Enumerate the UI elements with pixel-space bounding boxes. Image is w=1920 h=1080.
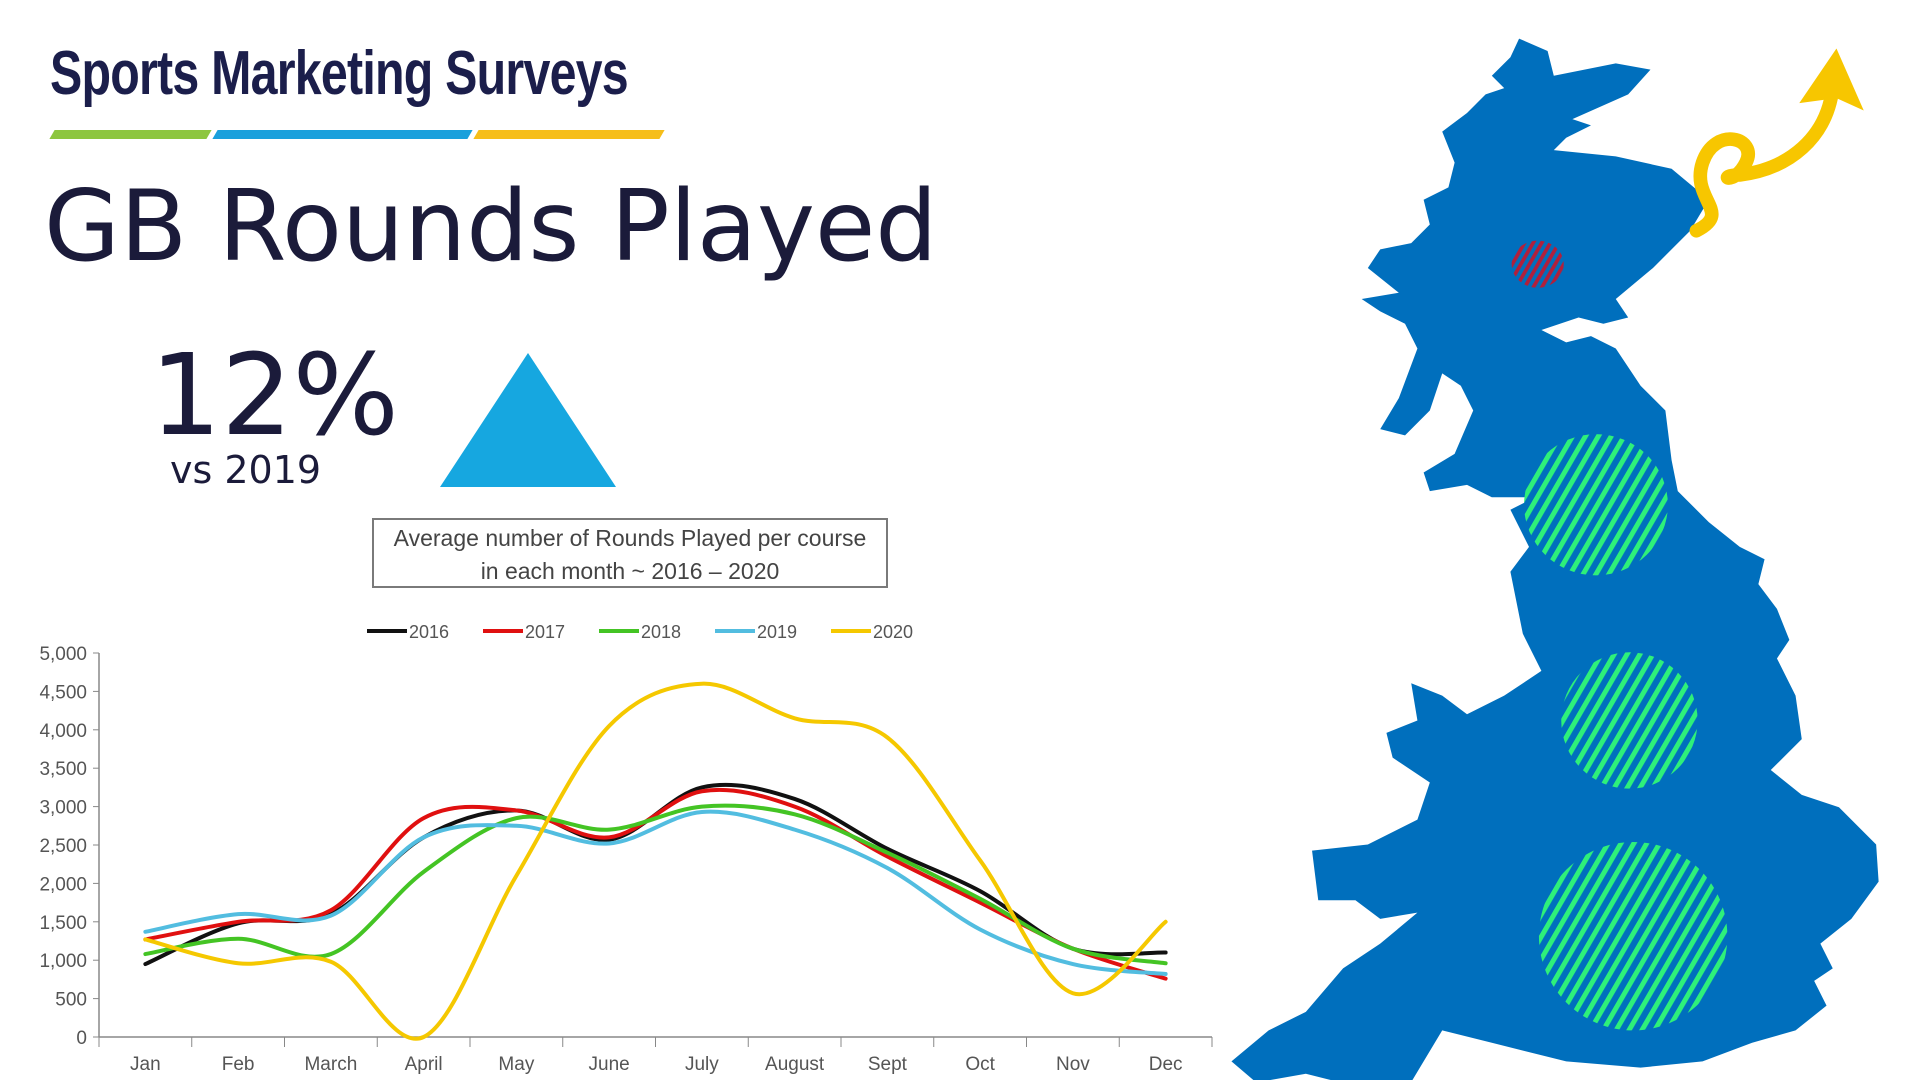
x-tick-label: Feb <box>222 1054 255 1075</box>
x-tick-label: March <box>304 1054 357 1075</box>
x-tick-label: June <box>589 1054 630 1075</box>
series-line-2017 <box>143 787 1168 981</box>
kpi-comparison: vs 2019 <box>170 448 322 492</box>
marker-scotland <box>1511 240 1564 288</box>
x-tick-label: Sept <box>868 1054 908 1075</box>
chart-legend: 2016 2017 2018 2019 2020 <box>367 622 913 642</box>
chart-axes: 0 500 1,000 1,500 2,000 2,500 3,000 3,500 4,000 4… <box>39 644 1213 1075</box>
hotspot-north <box>1524 434 1668 576</box>
gb-map <box>1231 38 1879 1080</box>
hotspot-midlands <box>1561 652 1698 789</box>
brand-stripe-blue <box>212 130 473 139</box>
x-tick-label: May <box>498 1054 534 1075</box>
x-tick-label: August <box>765 1054 825 1075</box>
x-tick-label: Dec <box>1149 1054 1183 1075</box>
y-tick-label: 4,000 <box>39 721 87 742</box>
growth-arrow-icon <box>1689 48 1864 238</box>
y-tick-label: 1,000 <box>39 951 87 972</box>
x-tick-label: April <box>405 1054 443 1075</box>
y-tick-label: 3,000 <box>39 798 87 819</box>
legend-label-2018: 2018 <box>641 622 681 642</box>
x-tick-label: Oct <box>965 1054 995 1075</box>
chart-title-line1: Average number of Rounds Played per cour… <box>393 525 867 551</box>
chart-title: Average number of Rounds Played per cour… <box>372 518 888 588</box>
y-tick-label: 0 <box>76 1028 87 1049</box>
y-tick-label: 500 <box>55 990 87 1011</box>
brand-stripe-yellow <box>473 130 665 139</box>
series-line-2019 <box>143 809 1168 977</box>
x-tick-label: Jan <box>130 1054 161 1075</box>
page-title: GB Rounds Played <box>44 170 938 284</box>
legend-label-2016: 2016 <box>409 622 449 642</box>
legend-label-2020: 2020 <box>873 622 913 642</box>
y-tick-label: 2,000 <box>39 874 87 895</box>
y-tick-label: 5,000 <box>39 644 87 665</box>
legend-label-2017: 2017 <box>525 622 565 642</box>
brand-stripe-green <box>49 130 212 139</box>
legend-label-2019: 2019 <box>757 622 797 642</box>
series-line-2018 <box>143 803 1168 966</box>
chart-title-line2: in each month ~ 2016 – 2020 <box>480 558 780 584</box>
hotspot-south <box>1538 841 1728 1031</box>
y-tick-label: 2,500 <box>39 836 87 857</box>
line-chart: 2016 2017 2018 2019 2020 0 500 1,000 1,500 2,000… <box>39 622 1213 1075</box>
y-tick-label: 4,500 <box>39 682 87 703</box>
y-tick-label: 3,500 <box>39 759 87 780</box>
kpi-value: 12% <box>150 331 399 461</box>
y-tick-label: 1,500 <box>39 913 87 934</box>
brand-logo: Sports Marketing Surveys <box>50 39 629 108</box>
x-tick-label: July <box>685 1054 719 1075</box>
chart-lines <box>143 681 1168 1041</box>
series-line-2020 <box>143 681 1168 1041</box>
series-line-2016 <box>143 782 1168 967</box>
x-tick-label: Nov <box>1056 1054 1090 1075</box>
up-triangle-icon <box>440 353 616 487</box>
